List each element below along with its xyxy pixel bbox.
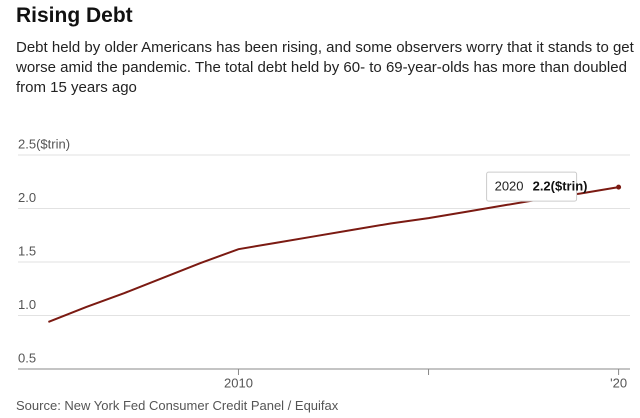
y-tick-label: 2.0: [18, 190, 36, 205]
tooltip-value: 2.2($trin): [533, 179, 588, 194]
tooltip-x: 2020: [495, 179, 524, 194]
source: Source: New York Fed Consumer Credit Pan…: [16, 398, 339, 413]
x-tick-label: '20: [610, 375, 627, 390]
last-point: [616, 184, 622, 190]
y-tick-label: 2.5($trin): [18, 136, 70, 151]
y-tick-label: 1.5: [18, 243, 36, 258]
tooltip-box: [486, 171, 578, 202]
chart-title: Rising Debt: [16, 4, 133, 27]
tooltip: 2020 2.2($trin): [486, 171, 588, 202]
y-tick-label: 1.0: [18, 297, 36, 312]
chart-subtitle: Debt held by older Americans has been ri…: [16, 39, 634, 96]
x-tick-label: 2010: [224, 375, 253, 390]
line: [48, 186, 619, 323]
y-tick-label: 0.5: [18, 350, 36, 365]
chart: 0.5 1.0 1.5 2.0 2.5($trin) 2010 '20 2020 2.2($tr…: [18, 136, 630, 390]
